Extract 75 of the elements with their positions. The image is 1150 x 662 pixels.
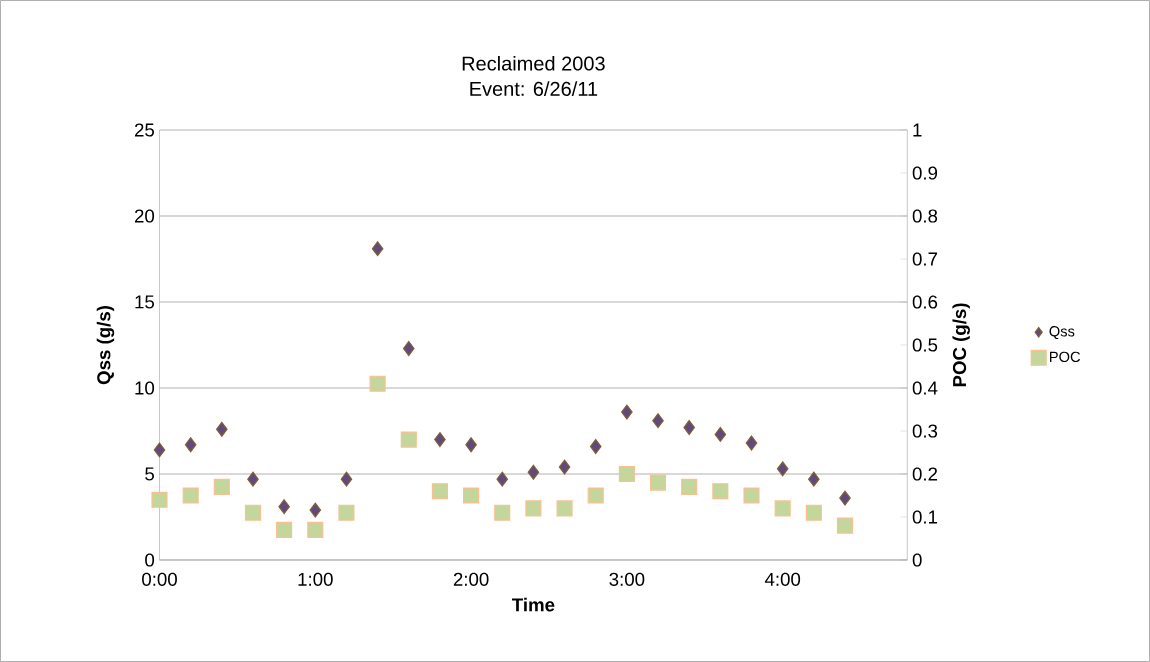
x-axis-title: Time	[511, 597, 555, 612]
point	[774, 500, 791, 517]
x-tick-label: 2:00	[453, 572, 489, 586]
y2-tick-label: 0.5	[912, 338, 938, 352]
point	[463, 487, 480, 504]
y2-tick-label: 0.1	[912, 510, 938, 524]
point	[714, 426, 727, 442]
y2-tick-label: 1	[913, 123, 922, 137]
point	[371, 241, 384, 257]
point	[278, 499, 290, 515]
y-tick-label: 25	[134, 123, 155, 137]
point	[309, 502, 322, 518]
point	[151, 491, 168, 508]
point	[153, 442, 166, 458]
point	[340, 471, 353, 487]
y2-tick-label: 0.8	[912, 209, 938, 223]
y-axis-title: Qss (g/s)	[96, 306, 115, 385]
point	[213, 478, 230, 495]
chart-title: Reclaimed 2003	[462, 55, 605, 71]
y-tick-label: 0	[145, 553, 155, 567]
point	[496, 471, 509, 487]
x-tick-label: 3:00	[609, 572, 645, 586]
x-tick-label: 0:00	[142, 572, 177, 586]
point	[556, 500, 573, 517]
point	[839, 490, 851, 506]
point	[743, 487, 760, 504]
point	[276, 521, 293, 538]
point	[805, 504, 822, 521]
point	[244, 504, 262, 521]
point	[558, 459, 571, 475]
point	[618, 465, 635, 483]
point	[621, 404, 633, 420]
point	[527, 464, 540, 480]
point	[182, 487, 199, 504]
x-tick-label: 4:00	[764, 572, 801, 586]
point	[776, 461, 789, 477]
y-tick-label: 20	[134, 209, 155, 223]
point	[649, 474, 667, 491]
y-tick-label: 5	[145, 467, 155, 481]
y2-tick-label: 0.7	[912, 252, 938, 266]
y2-tick-label: 0.9	[912, 166, 938, 180]
point	[184, 437, 197, 453]
point	[836, 517, 854, 534]
point	[338, 504, 355, 521]
point	[681, 478, 698, 495]
point	[431, 483, 448, 500]
y2-axis-title: POC (g/s)	[952, 303, 970, 387]
y2-tick-label: 0.4	[912, 381, 938, 395]
point	[402, 340, 415, 356]
point	[652, 413, 664, 429]
point	[525, 500, 542, 517]
point	[683, 420, 695, 436]
chart-subtitle: Event: 6/26/11	[470, 81, 598, 96]
point	[745, 435, 758, 451]
point	[808, 471, 820, 487]
y-tick-label: 10	[135, 381, 155, 395]
y2-tick-label: 0.3	[912, 424, 938, 438]
point	[247, 471, 259, 487]
point	[434, 432, 446, 448]
point	[216, 421, 228, 437]
point	[589, 438, 602, 455]
point	[587, 487, 604, 504]
y2-tick-label: 0.2	[912, 467, 938, 481]
point	[712, 483, 729, 500]
point	[369, 375, 386, 392]
point	[494, 504, 511, 521]
legend-label: Qss	[1049, 326, 1075, 340]
legend-label: POC	[1050, 351, 1081, 363]
y2-tick-label: 0	[912, 553, 922, 567]
y2-tick-label: 0.6	[912, 295, 938, 309]
y-tick-label: 15	[135, 295, 155, 309]
x-tick-label: 1:00	[298, 572, 333, 586]
point	[400, 431, 417, 448]
point	[307, 521, 324, 538]
point	[465, 437, 477, 453]
